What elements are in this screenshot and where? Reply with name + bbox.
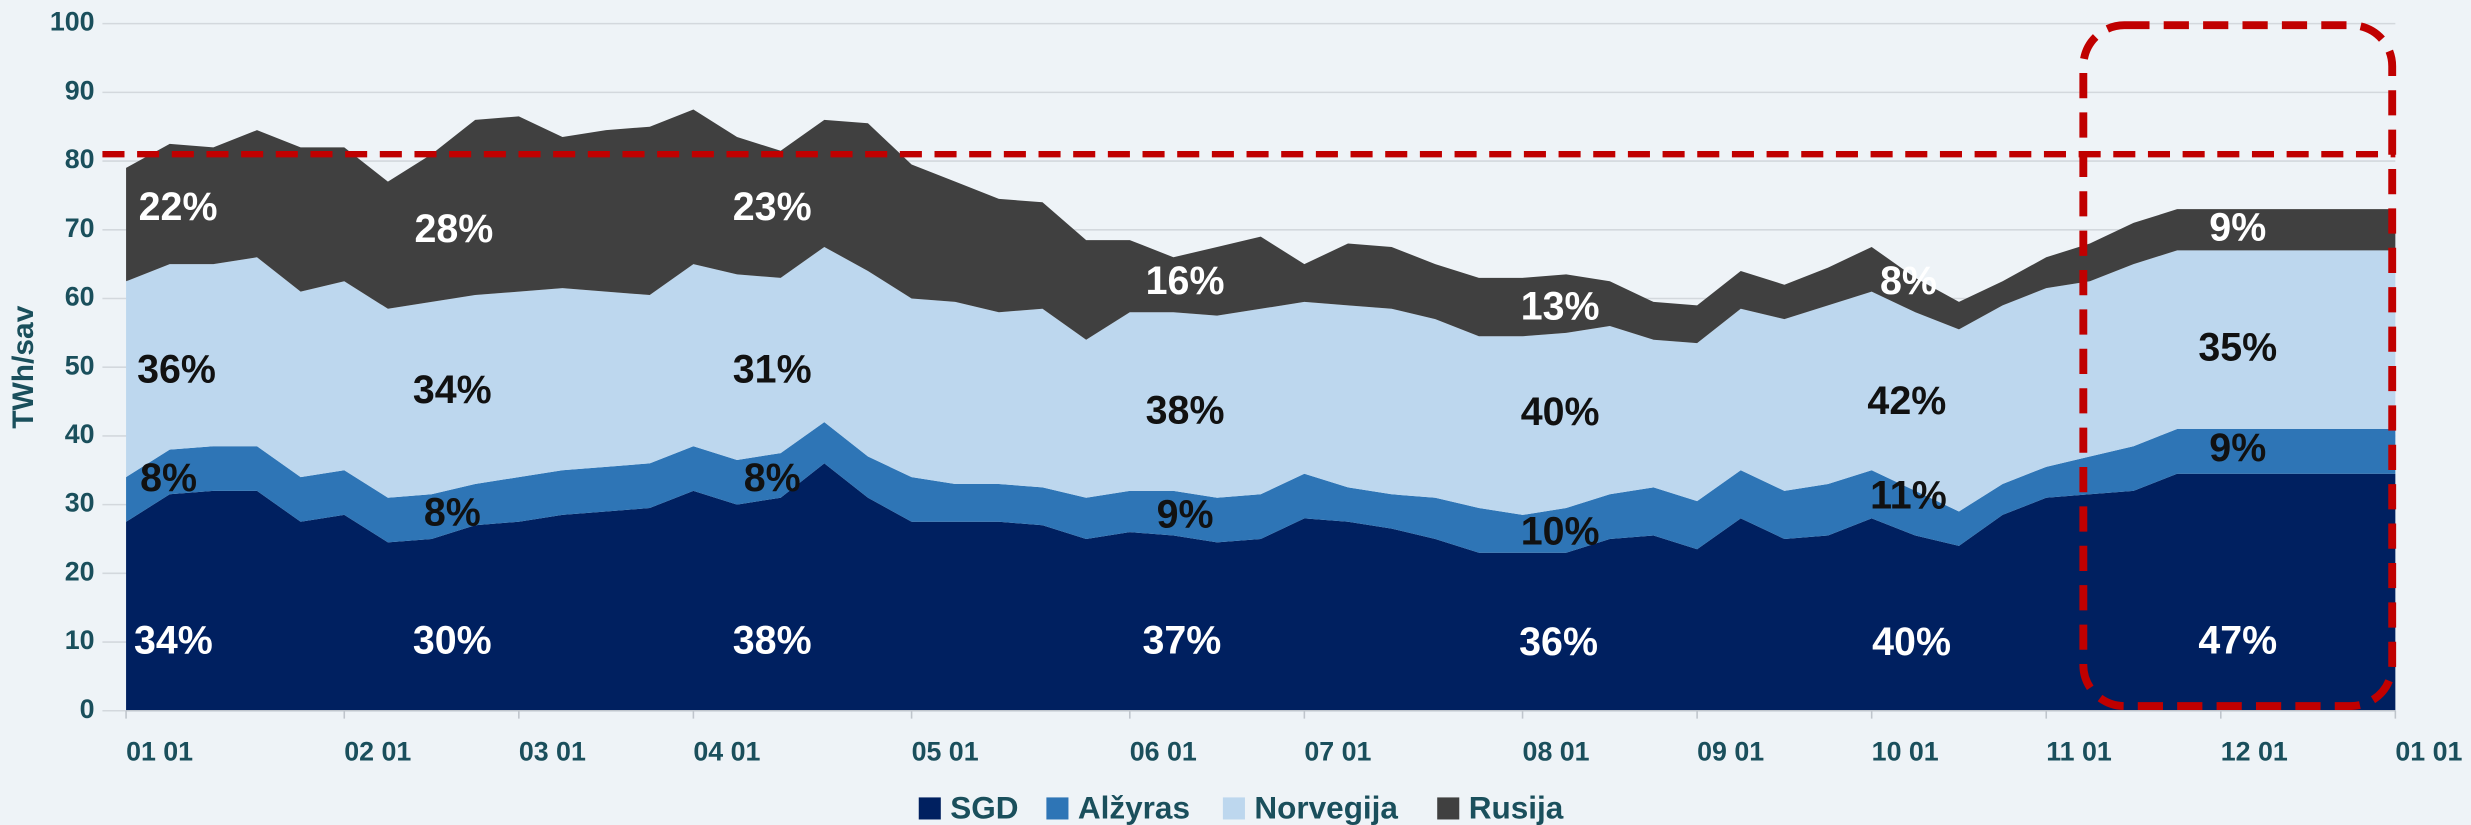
y-axis-title: TWh/sav [7,305,40,428]
annotation: 35% [2198,325,2277,369]
annotation: 8% [1880,259,1937,303]
y-tick-label: 100 [50,7,95,37]
x-tick-label: 10 01 [1872,736,1939,766]
y-tick-label: 0 [80,694,95,724]
annotation: 13% [1521,284,1600,328]
x-tick-label: 06 01 [1130,736,1197,766]
y-tick-label: 80 [65,144,95,174]
annotation: 16% [1146,259,1225,303]
area [126,422,2396,553]
annotation: 10% [1521,510,1600,554]
annotation: 8% [744,456,801,500]
annotation: 31% [733,347,812,391]
y-tick-label: 10 [65,625,95,655]
annotation: 11% [1870,473,1947,517]
x-tick-label: 03 01 [519,736,586,766]
highlight-box [2079,21,2397,710]
annotation: 8% [424,491,481,535]
area [126,463,2396,711]
y-tick-label: 40 [65,419,95,449]
x-tick-label: 05 01 [912,736,979,766]
legend: SGD Alžyras Norvegija Rusija [918,789,1564,825]
annotation: 22% [139,185,218,229]
x-tick-label: 01 01 [2395,736,2462,766]
annotation: 40% [1872,620,1951,664]
annotation: 37% [1143,618,1222,662]
annotation: 42% [1867,379,1946,423]
annotation: 34% [413,368,492,412]
legend-label: SGD [950,789,1018,825]
y-tick-label: 60 [65,282,95,312]
x-tick-label: 08 01 [1523,736,1590,766]
legend-swatch [1222,797,1245,820]
x-tick-label: 04 01 [693,736,760,766]
area [126,246,2396,515]
annotation: 9% [2209,205,2266,249]
y-tick-label: 90 [65,75,95,105]
legend-swatch [918,797,941,820]
annotation: 38% [733,618,812,662]
annotation: 30% [413,618,492,662]
annotation: 36% [1519,620,1598,664]
annotation: 34% [134,618,213,662]
annotation: 28% [414,207,493,251]
x-tick-label: 01 01 [126,736,193,766]
x-tick-label: 11 01 [2046,736,2112,766]
annotation: 36% [137,347,216,391]
y-tick-label: 30 [65,488,95,518]
legend-label: Norvegija [1254,789,1398,825]
annotation: 9% [1157,492,1214,536]
annotation: 8% [140,456,197,500]
legend-swatch [1437,797,1460,820]
y-tick-label: 50 [65,350,95,380]
x-tick-label: 02 01 [344,736,411,766]
x-tick-label: 07 01 [1304,736,1371,766]
legend-label: Alžyras [1078,789,1190,825]
annotation: 40% [1521,390,1600,434]
annotation: 9% [2209,426,2266,470]
y-tick-label: 20 [65,556,95,586]
legend-swatch [1046,797,1069,820]
x-tick-label: 12 01 [2221,736,2288,766]
annotation: 47% [2198,618,2277,662]
annotation: 23% [733,185,812,229]
annotation: 38% [1146,388,1225,432]
y-tick-label: 70 [65,213,95,243]
area [126,109,2396,344]
x-tick-label: 09 01 [1697,736,1764,766]
legend-label: Rusija [1469,789,1564,825]
